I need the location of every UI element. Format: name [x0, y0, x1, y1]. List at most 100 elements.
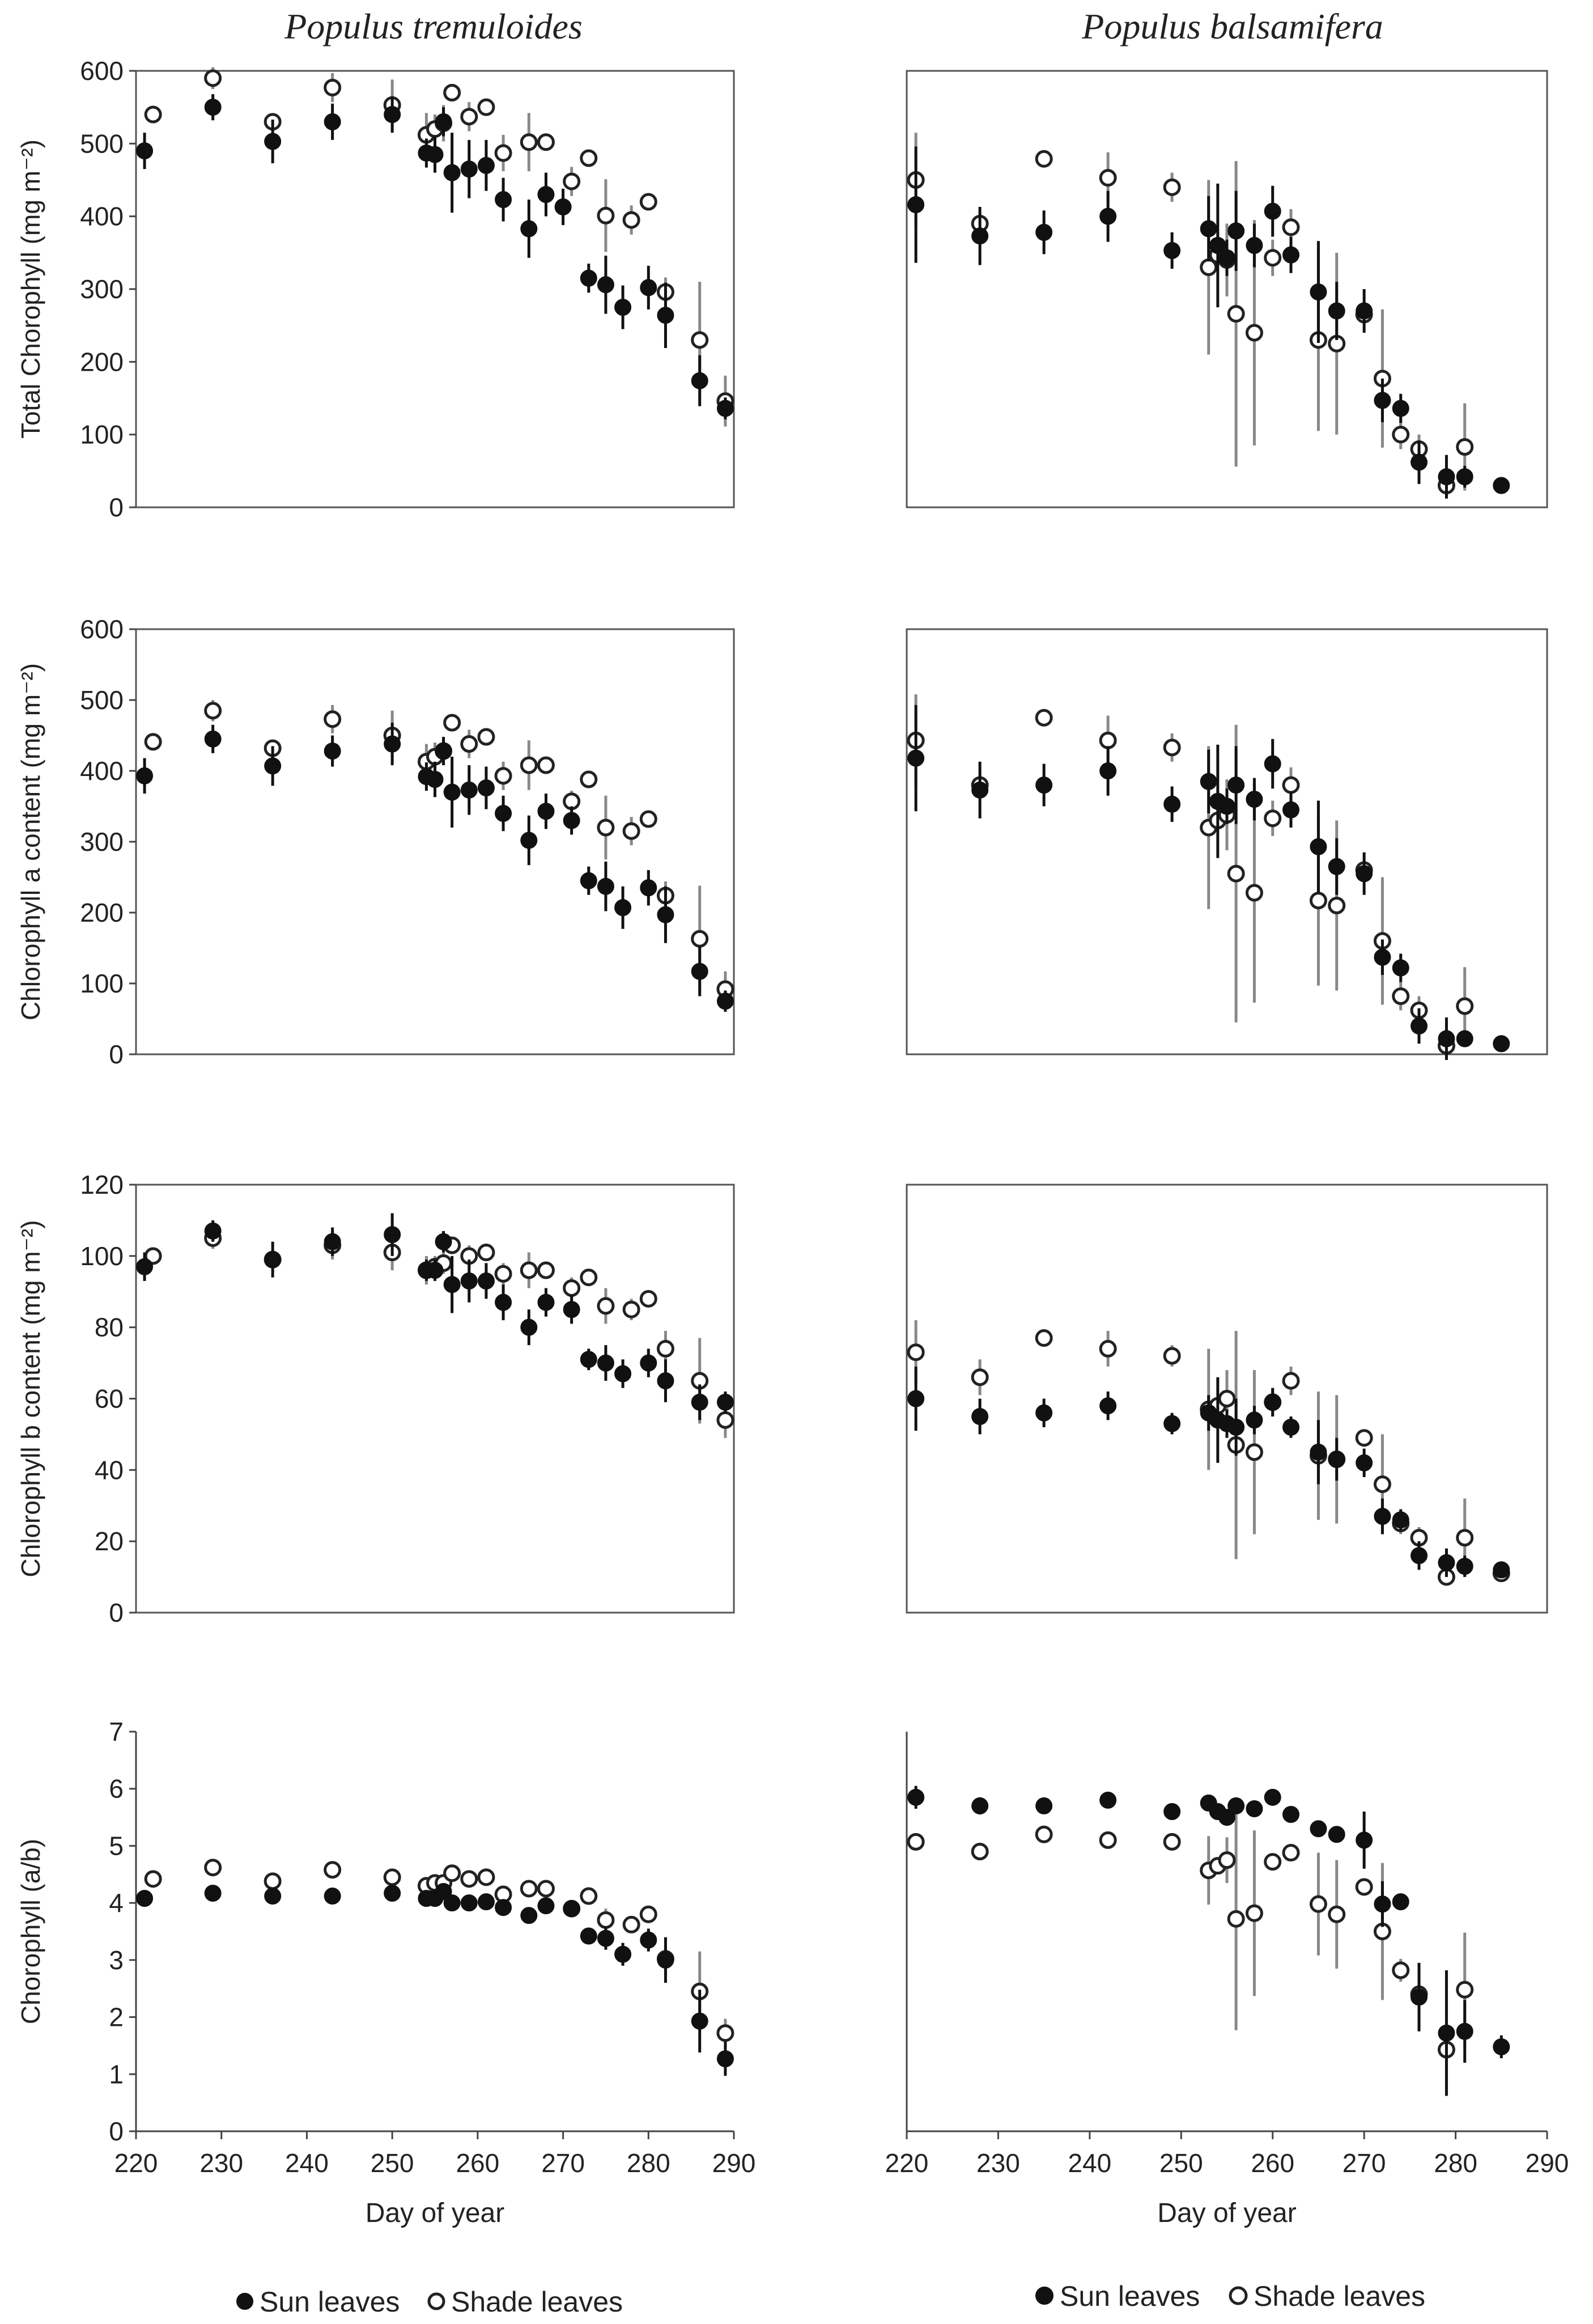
shade-leaf-point [204, 69, 222, 87]
x-tick-label: 290 [712, 2148, 756, 2178]
shade-leaf-point [971, 1843, 989, 1860]
sun-leaf-point [136, 767, 154, 784]
sun-leaf-point [907, 1390, 925, 1407]
sun-leaf-point [657, 307, 674, 324]
series-sun-leaves [907, 146, 1510, 499]
panel-chl-a-balsamifera [906, 628, 1548, 1060]
sun-leaf-point [640, 1931, 657, 1949]
shade-leaf-point [494, 1265, 512, 1283]
x-tick-label: 280 [1434, 2148, 1477, 2178]
sun-leaf-point [520, 1318, 538, 1336]
x-tick-label: 240 [1068, 2148, 1111, 2178]
shade-leaf-point [537, 756, 555, 774]
sun-leaf-point [435, 743, 452, 760]
shade-leaf-point [460, 1870, 478, 1888]
shade-leaf-point [460, 735, 478, 753]
sun-leaf-point [136, 142, 154, 160]
sun-leaf-point [597, 1354, 614, 1372]
legend-shade-marker [427, 2292, 445, 2310]
shade-leaf-point [1245, 1443, 1263, 1461]
shade-leaf-point [639, 193, 657, 211]
y-tick-label: 500 [80, 129, 124, 158]
shade-leaf-point [460, 108, 478, 126]
shade-leaf-point [144, 1870, 162, 1888]
sun-leaf-point [1035, 1797, 1053, 1814]
sun-leaf-point [443, 1276, 461, 1294]
shade-leaf-point [716, 2024, 734, 2042]
sun-leaf-point [657, 1372, 674, 1390]
shade-leaf-point [1456, 438, 1474, 456]
shade-leaf-point [1035, 1329, 1053, 1347]
sun-leaf-point [443, 164, 461, 181]
sun-leaf-point [1310, 283, 1327, 301]
shade-leaf-point [656, 1339, 674, 1358]
sun-leaf-point [443, 1894, 461, 1912]
y-tick-label: 400 [80, 756, 124, 786]
x-tick-label: 220 [885, 2148, 929, 2178]
shade-leaf-point [520, 1880, 538, 1898]
sun-leaf-point [495, 1899, 512, 1916]
sun-leaf-point [495, 805, 512, 822]
sun-leaf-point [1411, 1547, 1428, 1564]
shade-leaf-point [907, 1833, 925, 1851]
sun-leaf-point [1035, 777, 1053, 794]
shade-leaf-point [477, 1868, 495, 1886]
sun-leaf-point [1218, 798, 1235, 815]
sun-leaf-point [264, 1888, 282, 1905]
shade-leaf-point [537, 133, 555, 151]
sun-leaf-point [384, 1226, 401, 1244]
sun-leaf-point [971, 227, 989, 245]
shade-leaf-point [520, 1261, 538, 1279]
sun-leaf-point [537, 1294, 555, 1311]
sun-leaf-point [1264, 1393, 1281, 1411]
sun-leaf-point [1374, 1895, 1391, 1913]
sun-leaf-point [1328, 302, 1345, 320]
shade-leaf-point [597, 819, 615, 837]
shade-leaf-point [1163, 1833, 1181, 1851]
shade-leaf-point [716, 1411, 734, 1429]
sun-leaf-point [477, 1893, 495, 1911]
x-tick-label: 240 [285, 2148, 329, 2178]
shade-leaf-point [1227, 864, 1245, 883]
sun-leaf-point [1099, 762, 1117, 779]
y-tick-label: 400 [80, 202, 124, 231]
sun-leaf-point [537, 1897, 555, 1915]
sun-leaf-point [1356, 865, 1373, 883]
sun-leaf-point [1456, 1030, 1473, 1048]
sun-leaf-point [614, 299, 632, 316]
sun-leaf-point [691, 962, 708, 980]
shade-leaf-point [144, 105, 162, 124]
shade-leaf-point [537, 1261, 555, 1279]
sun-leaf-point [324, 743, 341, 760]
y-tick-label: 0 [109, 493, 124, 522]
series-sun-leaves [907, 1366, 1510, 1579]
y-axis-label: Chlorophyll a content (mg m⁻²) [16, 663, 45, 1020]
sun-leaf-point [597, 1929, 614, 1947]
shade-leaf-point [1227, 1910, 1245, 1928]
y-tick-label: 100 [80, 1241, 124, 1271]
sun-leaf-point [204, 1222, 222, 1240]
sun-leaf-point [1392, 1893, 1409, 1911]
sun-leaf-point [640, 279, 657, 296]
sun-leaf-point [716, 2050, 734, 2068]
legend-sun-marker [236, 2293, 253, 2310]
shade-leaf-point [597, 1911, 615, 1929]
sun-leaf-point [1328, 1451, 1345, 1468]
x-tick-label: 220 [114, 2148, 158, 2178]
sun-leaf-point [716, 1393, 734, 1411]
shade-leaf-point [1456, 1529, 1474, 1547]
y-tick-label: 300 [80, 274, 124, 304]
sun-leaf-point [580, 1351, 597, 1368]
sun-leaf-point [1310, 1443, 1327, 1461]
shade-leaf-point [580, 149, 598, 167]
shade-leaf-point [1264, 809, 1282, 828]
y-tick-label: 100 [80, 420, 124, 449]
sun-leaf-point [716, 400, 734, 417]
y-tick-label: 200 [80, 347, 124, 376]
panel-chl-b-balsamifera [906, 1184, 1548, 1614]
sun-leaf-point [1035, 1404, 1053, 1422]
sun-leaf-point [1227, 777, 1245, 794]
sun-leaf-point [1493, 477, 1510, 494]
panel-ratio-tremuloides: 0 1 2 3 4 5 6 7 Chorophyll (a/b) 220 230 240 250 260 2… [16, 1717, 755, 2228]
shade-leaf-point [597, 206, 615, 224]
